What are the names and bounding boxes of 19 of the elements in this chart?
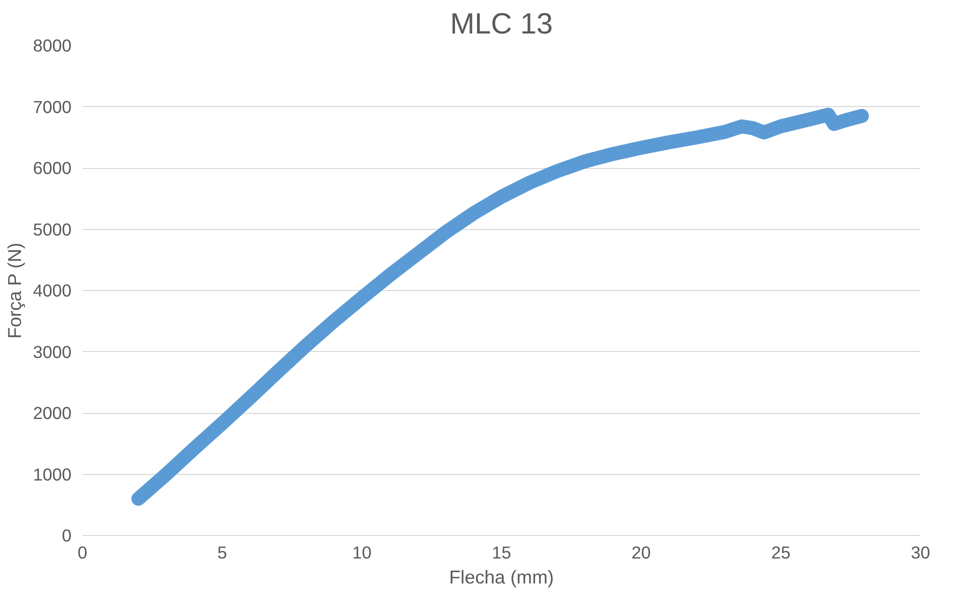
x-tick-label: 15 [492,542,512,562]
y-tick-label: 8000 [32,36,72,56]
x-tick-label: 20 [632,542,651,562]
x-tick-label: 0 [78,542,88,562]
y-tick-label: 2000 [32,403,72,423]
y-tick-label: 7000 [32,96,72,117]
y-tick-label: 0 [62,526,72,546]
y-tick-label: 1000 [32,464,72,484]
y-axis-title: Força P (N) [4,242,25,339]
x-tick-label: 30 [910,542,930,562]
x-tick-label: 25 [771,542,790,562]
x-tick-label: 5 [217,542,227,562]
y-tick-label: 6000 [32,158,72,178]
x-tick-label: 10 [352,542,372,562]
x-axis-title: Flecha (mm) [449,566,554,588]
y-tick-label: 3000 [32,342,72,362]
y-tick-label: 4000 [32,280,72,300]
chart-title: MLC 13 [450,8,553,40]
y-tick-label: 5000 [32,219,72,240]
